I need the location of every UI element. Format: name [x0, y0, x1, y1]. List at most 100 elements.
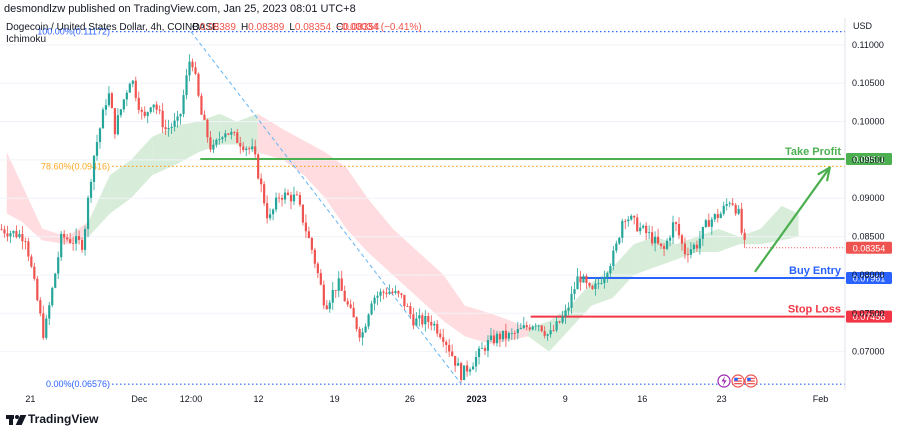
candle-body [412, 314, 415, 326]
candle-body [409, 306, 412, 315]
candle-body [725, 204, 728, 206]
candle-body [131, 80, 134, 84]
candle-body [218, 139, 221, 140]
candle-body [152, 104, 155, 108]
candle-body [170, 126, 173, 129]
candle-body [743, 232, 746, 240]
candle-body [269, 214, 272, 219]
flag-us-icon[interactable] [744, 374, 758, 388]
event-icons[interactable] [717, 374, 758, 388]
candle-body [728, 203, 731, 205]
candle-body [134, 80, 137, 98]
cloud-segment [392, 228, 419, 298]
candle-body [418, 315, 421, 319]
candle-body [86, 197, 90, 230]
take-profit-label: Take Profit [785, 146, 841, 158]
candle-body [95, 142, 99, 156]
candle-body [307, 231, 310, 238]
candle-body [555, 321, 558, 331]
candle-body [388, 291, 391, 294]
lightning-icon[interactable] [717, 374, 731, 388]
candle-body [442, 337, 445, 342]
candle-body [510, 332, 513, 334]
candle-body [245, 148, 248, 151]
ohlc-readout: O0.08389 H0.08389 L0.08354 C0.08354 [192, 22, 380, 33]
ohlc-key: O [192, 22, 200, 33]
candle-body [427, 315, 430, 323]
candle-body [182, 95, 185, 114]
ohlc-value: 0.08354 [295, 22, 332, 33]
y-tick-label: 0.08000 [852, 270, 885, 280]
tradingview-logo[interactable]: TradingView [6, 412, 98, 426]
candle-body [713, 214, 716, 220]
candle-body [188, 61, 191, 76]
candle-body [504, 330, 507, 339]
candle-body [12, 231, 15, 234]
candle-body [677, 224, 681, 236]
candle-body [236, 132, 239, 143]
candle-body [30, 256, 33, 267]
candle-body [483, 348, 487, 351]
chart-panel[interactable]: 100.00%(0.11172) 78.60%(0.09416) 0.00%(0.0… [0, 18, 900, 408]
candle-body [176, 116, 179, 121]
candle-body [740, 208, 743, 233]
candle-body [719, 213, 722, 218]
candle-body [364, 326, 367, 333]
candle-body [639, 227, 642, 232]
candle-body [454, 356, 457, 366]
candle-body [224, 133, 227, 138]
cloud-segment [760, 205, 782, 245]
ohlc-key: C [336, 22, 343, 33]
candle-body [33, 266, 36, 279]
candle-body [692, 244, 696, 250]
candle-body [498, 333, 502, 340]
cloud-segment [549, 305, 571, 352]
candle-body [233, 131, 236, 133]
candle-body [665, 240, 669, 249]
cloud-segment [304, 140, 326, 199]
y-tick-label: 0.09000 [852, 193, 885, 203]
stop-loss-price-tag [846, 310, 892, 323]
candle-body [316, 263, 319, 274]
candle-body [370, 303, 373, 315]
candle-body [164, 127, 167, 130]
fib-trend-line [190, 31, 462, 385]
candle-body [328, 302, 331, 310]
candle-body [280, 197, 284, 200]
candle-body [627, 219, 630, 222]
cloud-segment [109, 159, 131, 214]
candle-body [531, 326, 534, 330]
candle-body [104, 105, 108, 110]
candle-body [283, 192, 287, 200]
cloud-segment [130, 136, 153, 199]
candle-body [597, 283, 600, 285]
candle-body [612, 250, 615, 266]
candle-body [636, 217, 639, 232]
candle-body [167, 128, 170, 130]
candle-body [662, 246, 666, 249]
x-tick-label: 2023 [467, 394, 487, 404]
ohlc-key: L [289, 22, 295, 33]
candle-body [331, 290, 334, 303]
candle-body [424, 315, 427, 325]
candle-body [27, 241, 30, 257]
candle-body [72, 242, 75, 244]
y-tick-label: 0.08500 [852, 232, 885, 242]
candle-body [98, 128, 102, 143]
candle-body [382, 291, 385, 293]
candle-body [45, 318, 48, 338]
candle-body [263, 184, 266, 204]
price-chart[interactable]: 100.00%(0.11172) 78.60%(0.09416) 0.00%(0.0… [0, 18, 900, 408]
candle-body [149, 107, 152, 113]
candle-body [397, 291, 400, 294]
cloud-segment [257, 113, 284, 160]
cloud-segment [177, 121, 199, 164]
candle-body [24, 241, 27, 243]
candle-body [274, 197, 278, 210]
candle-body [0, 228, 3, 230]
candle-body [92, 155, 96, 182]
x-tick-label: 12:00 [180, 394, 203, 404]
flag-us-icon[interactable] [731, 374, 745, 388]
candle-body [173, 120, 176, 127]
candle-body [698, 238, 701, 249]
